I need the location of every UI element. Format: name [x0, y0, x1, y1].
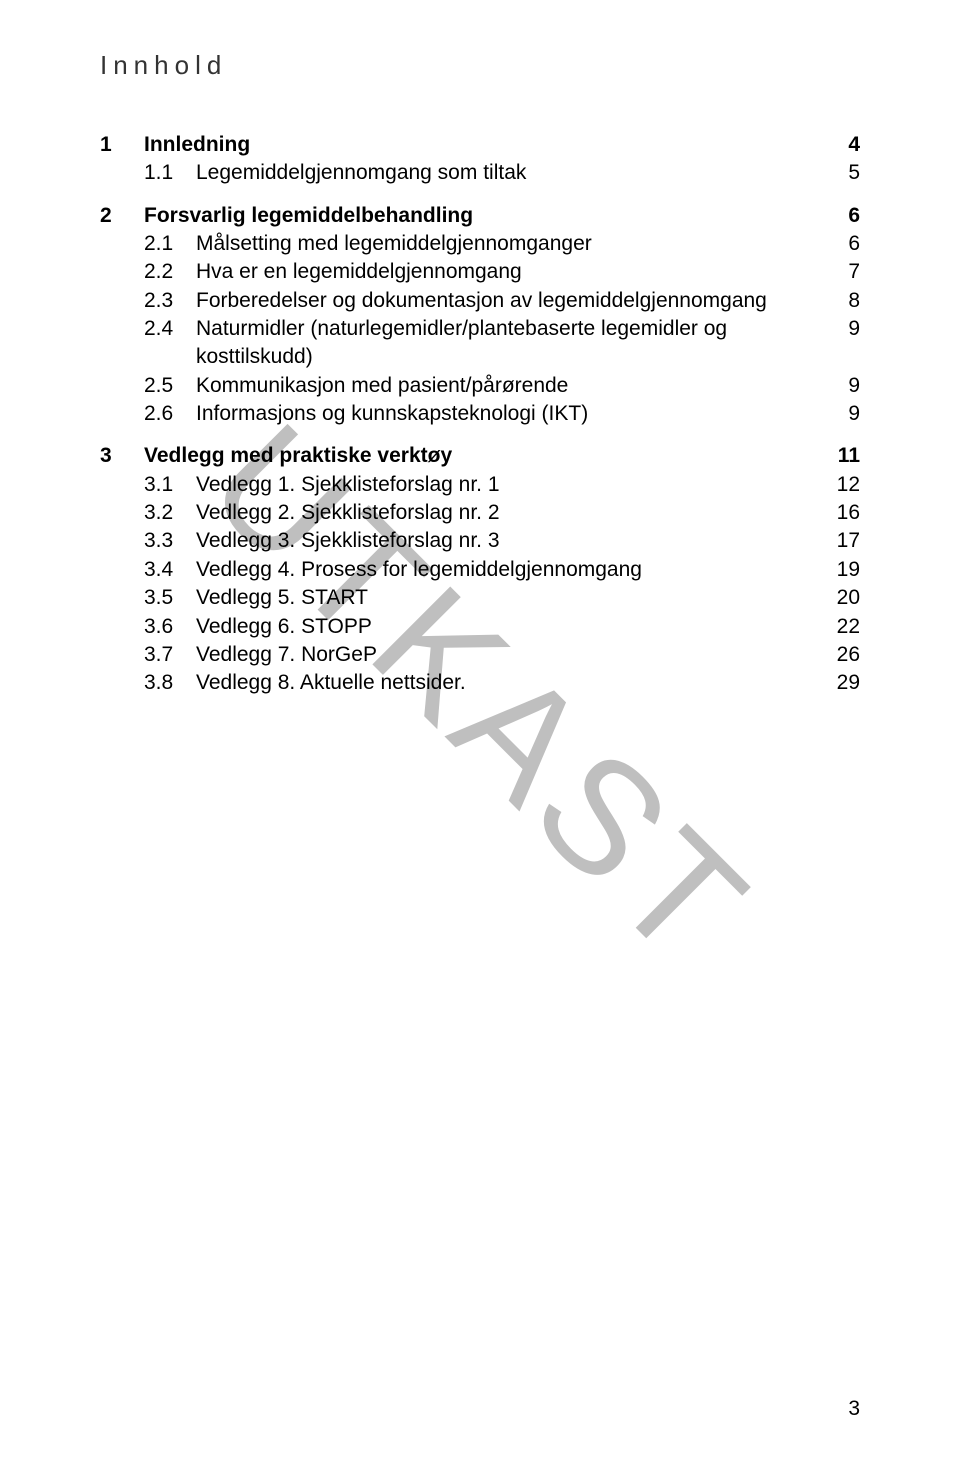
toc-entry: 3.7Vedlegg 7. NorGeP26: [100, 641, 860, 669]
toc-entry: 2.2Hva er en legemiddelgjennomgang7: [100, 258, 860, 286]
toc-entry-page: 9: [820, 400, 860, 428]
toc-entry-number: 3.7: [144, 641, 196, 669]
toc-entry-page: 17: [820, 527, 860, 555]
toc-entry: 3Vedlegg med praktiske verktøy11: [100, 442, 860, 470]
toc-entry-page: 29: [820, 669, 860, 697]
toc-entry: 3.5Vedlegg 5. START20: [100, 584, 860, 612]
toc-entry-label: Informasjons og kunnskapsteknologi (IKT): [196, 400, 820, 428]
toc-entry-number: 3.1: [144, 471, 196, 499]
toc-entry-number: 3.4: [144, 556, 196, 584]
toc-entry-label: Vedlegg 4. Prosess for legemiddelgjennom…: [196, 556, 820, 584]
toc-entry-page: 8: [820, 287, 860, 315]
toc-entry: 2.6Informasjons og kunnskapsteknologi (I…: [100, 400, 860, 428]
toc-entry-label: Vedlegg 6. STOPP: [196, 613, 820, 641]
toc-entry-label: Vedlegg 2. Sjekklisteforslag nr. 2: [196, 499, 820, 527]
toc-entry-page: 9: [820, 315, 860, 372]
toc-entry-page: 16: [820, 499, 860, 527]
toc-entry-label: Vedlegg 7. NorGeP: [196, 641, 820, 669]
toc-entry-number: 1: [100, 131, 144, 159]
toc-entry: 2.4Naturmidler (naturlegemidler/planteba…: [100, 315, 860, 372]
toc-entry-label: Forsvarlig legemiddelbehandling: [144, 202, 820, 230]
toc-entry: 3.8Vedlegg 8. Aktuelle nettsider.29: [100, 669, 860, 697]
toc-entry-number: 3.2: [144, 499, 196, 527]
toc-entry: 2.5Kommunikasjon med pasient/pårørende9: [100, 372, 860, 400]
toc-entry-label: Vedlegg 3. Sjekklisteforslag nr. 3: [196, 527, 820, 555]
toc-entry-label: Innledning: [144, 131, 820, 159]
toc-entry: 2Forsvarlig legemiddelbehandling6: [100, 202, 860, 230]
toc-entry-page: 7: [820, 258, 860, 286]
toc-entry-number: 3.3: [144, 527, 196, 555]
toc-entry: 3.4Vedlegg 4. Prosess for legemiddelgjen…: [100, 556, 860, 584]
toc-entry-label: Vedlegg 1. Sjekklisteforslag nr. 1: [196, 471, 820, 499]
toc-entry-page: 22: [820, 613, 860, 641]
toc-entry: 2.1Målsetting med legemiddelgjennomgange…: [100, 230, 860, 258]
toc-entry: 1Innledning4: [100, 131, 860, 159]
toc-entry-page: 6: [820, 202, 860, 230]
toc-entry: 3.3Vedlegg 3. Sjekklisteforslag nr. 317: [100, 527, 860, 555]
toc-entry-page: 12: [820, 471, 860, 499]
toc-entry-number: 1.1: [144, 159, 196, 187]
toc-entry-page: 20: [820, 584, 860, 612]
toc-entry-page: 26: [820, 641, 860, 669]
toc-entry-page: 11: [820, 442, 860, 470]
toc-heading: Innhold: [100, 50, 860, 81]
toc-entry: 3.1Vedlegg 1. Sjekklisteforslag nr. 112: [100, 471, 860, 499]
toc-entry-number: 2.3: [144, 287, 196, 315]
toc-entry-label: Vedlegg 8. Aktuelle nettsider.: [196, 669, 820, 697]
toc-entry-page: 19: [820, 556, 860, 584]
toc-entry-number: 3.8: [144, 669, 196, 697]
toc-entry-label: Kommunikasjon med pasient/pårørende: [196, 372, 820, 400]
toc-entry-label: Naturmidler (naturlegemidler/plantebaser…: [196, 315, 820, 372]
toc-entry-number: 3.6: [144, 613, 196, 641]
toc-entry-label: Vedlegg 5. START: [196, 584, 820, 612]
toc-entry-page: 9: [820, 372, 860, 400]
toc-entry-label: Målsetting med legemiddelgjennomganger: [196, 230, 820, 258]
toc-entry-label: Hva er en legemiddelgjennomgang: [196, 258, 820, 286]
toc-entry-number: 2.1: [144, 230, 196, 258]
page-number: 3: [848, 1397, 860, 1421]
document-page: UTKAST Innhold 1Innledning41.1Legemiddel…: [0, 0, 960, 1461]
toc-entry-label: Forberedelser og dokumentasjon av legemi…: [196, 287, 820, 315]
toc-entry-page: 5: [820, 159, 860, 187]
table-of-contents: 1Innledning41.1Legemiddelgjennomgang som…: [100, 131, 860, 698]
toc-entry-number: 2.4: [144, 315, 196, 372]
toc-entry-label: Legemiddelgjennomgang som tiltak: [196, 159, 820, 187]
toc-entry-number: 3: [100, 442, 144, 470]
toc-entry-number: 2.2: [144, 258, 196, 286]
toc-entry: 2.3Forberedelser og dokumentasjon av leg…: [100, 287, 860, 315]
toc-entry: 1.1Legemiddelgjennomgang som tiltak5: [100, 159, 860, 187]
toc-entry-number: 2.5: [144, 372, 196, 400]
toc-entry-page: 4: [820, 131, 860, 159]
toc-entry-number: 2.6: [144, 400, 196, 428]
toc-entry-number: 3.5: [144, 584, 196, 612]
toc-entry-page: 6: [820, 230, 860, 258]
toc-entry: 3.6Vedlegg 6. STOPP22: [100, 613, 860, 641]
toc-entry: 3.2Vedlegg 2. Sjekklisteforslag nr. 216: [100, 499, 860, 527]
toc-entry-number: 2: [100, 202, 144, 230]
toc-entry-label: Vedlegg med praktiske verktøy: [144, 442, 820, 470]
